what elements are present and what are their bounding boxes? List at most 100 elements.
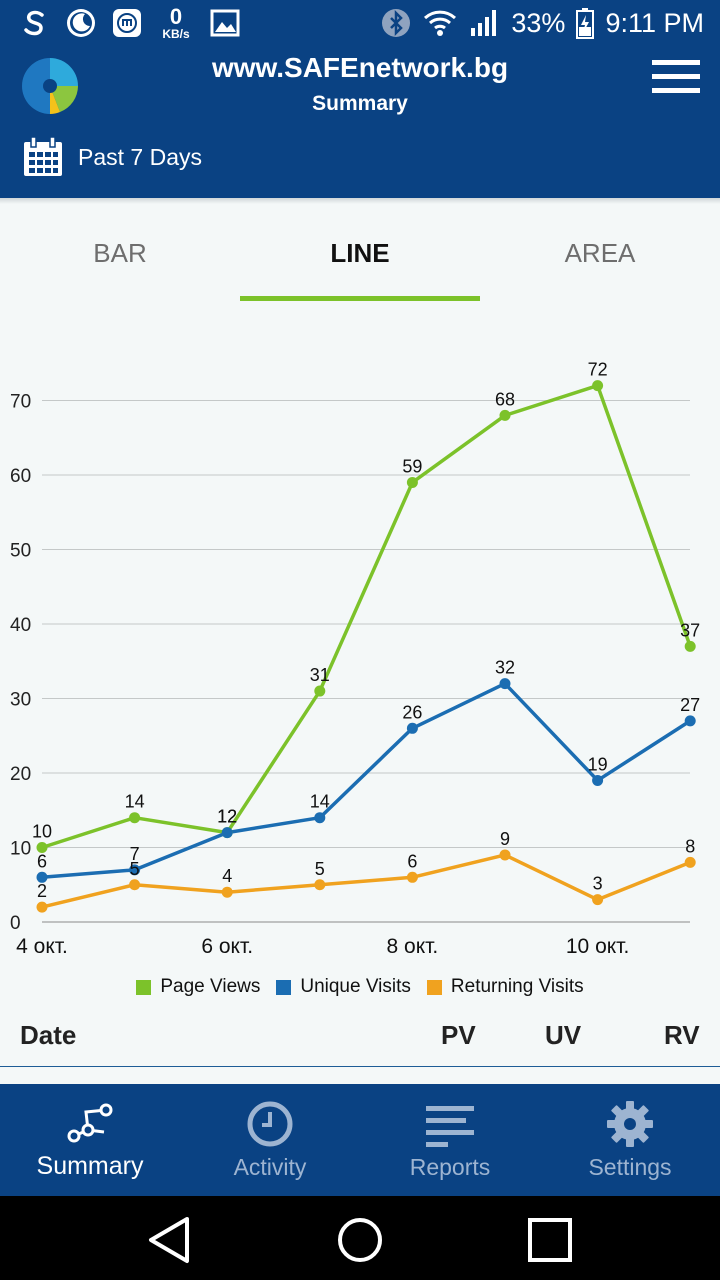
y-tick-label: 20 bbox=[10, 764, 31, 785]
data-point bbox=[221, 886, 233, 898]
data-label: 6 bbox=[407, 851, 417, 871]
site-title: www.SAFEnetwork.bg bbox=[211, 52, 509, 83]
data-point bbox=[592, 894, 604, 906]
recent-apps-icon[interactable] bbox=[520, 1210, 580, 1270]
legend-item-page-views: Page Views bbox=[136, 976, 260, 998]
y-tick-label: 70 bbox=[10, 392, 31, 413]
data-label: 26 bbox=[402, 702, 422, 722]
data-label: 8 bbox=[685, 836, 695, 856]
data-label: 68 bbox=[495, 389, 515, 409]
data-label: 19 bbox=[588, 754, 608, 774]
data-point bbox=[314, 685, 326, 697]
nav-reports[interactable]: Reports bbox=[360, 1084, 540, 1196]
nav-summary[interactable]: Summary bbox=[0, 1084, 180, 1196]
battery-percent: 33% bbox=[511, 7, 566, 38]
data-label: 32 bbox=[495, 658, 515, 678]
signal-icon bbox=[467, 6, 501, 40]
table-header: Date PV UV RV bbox=[0, 1010, 720, 1067]
legend-swatch bbox=[136, 979, 152, 995]
data-label: 59 bbox=[402, 456, 422, 476]
data-label: 4 bbox=[222, 866, 232, 886]
data-point bbox=[36, 871, 48, 883]
mi-icon bbox=[110, 6, 144, 40]
data-label: 14 bbox=[310, 792, 330, 812]
data-point bbox=[221, 827, 233, 839]
back-icon[interactable] bbox=[140, 1210, 200, 1270]
data-label: 9 bbox=[500, 829, 510, 849]
battery-icon bbox=[575, 6, 595, 40]
data-label: 3 bbox=[593, 874, 603, 894]
column-header-date[interactable]: Date bbox=[20, 1020, 77, 1050]
system-navigation-bar bbox=[0, 1196, 720, 1280]
app-logo bbox=[20, 56, 80, 116]
nav-settings[interactable]: Settings bbox=[540, 1084, 720, 1196]
data-point bbox=[314, 812, 326, 824]
data-point bbox=[129, 812, 141, 824]
data-point bbox=[406, 871, 418, 883]
data-label: 14 bbox=[125, 792, 145, 812]
active-tab-indicator bbox=[240, 296, 480, 301]
data-point bbox=[592, 774, 604, 786]
series-line bbox=[41, 383, 692, 850]
image-icon bbox=[208, 6, 242, 40]
moon-icon bbox=[64, 6, 98, 40]
data-label: 12 bbox=[217, 807, 237, 827]
x-tick-label: 6 окт. bbox=[201, 935, 253, 958]
legend-label: Unique Visits bbox=[300, 976, 411, 997]
y-tick-label: 30 bbox=[10, 690, 31, 711]
nav-label: Activity bbox=[233, 1154, 307, 1180]
x-tick-label: 8 окт. bbox=[387, 935, 439, 958]
calendar-icon bbox=[24, 136, 62, 176]
x-tick-label: 4 окт. bbox=[16, 935, 68, 958]
data-label: 6 bbox=[37, 851, 47, 871]
bottom-navigation: Summary Activity Reports Setting bbox=[0, 1084, 720, 1196]
data-point bbox=[684, 640, 696, 652]
data-point bbox=[406, 722, 418, 734]
data-label: 72 bbox=[588, 360, 608, 380]
y-tick-label: 60 bbox=[10, 466, 31, 487]
data-label: 31 bbox=[310, 665, 330, 685]
line-chart: 0 10 20 30 40 50 60 70 4 окт. 6 окт. 8 окт. 10 окт.… bbox=[10, 360, 700, 958]
gear-icon bbox=[607, 1101, 653, 1147]
y-tick-label: 10 bbox=[10, 839, 31, 860]
menu-icon[interactable] bbox=[652, 60, 700, 98]
series-line bbox=[41, 853, 691, 909]
column-header-pv[interactable]: PV bbox=[441, 1020, 476, 1050]
chart-type-tabs: BAR LINE AREA bbox=[0, 204, 720, 302]
data-label: 12 bbox=[217, 807, 237, 827]
data-point bbox=[406, 476, 418, 488]
tab-line[interactable]: LINE bbox=[330, 237, 390, 268]
series-line bbox=[41, 681, 692, 880]
y-tick-label: 50 bbox=[10, 541, 31, 562]
column-header-rv[interactable]: RV bbox=[664, 1020, 700, 1050]
tab-area[interactable]: AREA bbox=[564, 237, 636, 268]
nav-activity[interactable]: Activity bbox=[180, 1084, 360, 1196]
status-bar: 0 KB/s 33% 9:11 PM bbox=[0, 0, 720, 48]
y-tick-label: 40 bbox=[10, 615, 31, 636]
data-point bbox=[314, 879, 326, 891]
data-label: 37 bbox=[680, 620, 700, 640]
data-label: 7 bbox=[130, 844, 140, 864]
data-point bbox=[592, 380, 604, 392]
column-header-uv[interactable]: UV bbox=[545, 1020, 582, 1050]
legend-label: Page Views bbox=[160, 976, 261, 997]
data-label: 5 bbox=[130, 859, 140, 879]
tab-bar[interactable]: BAR bbox=[93, 237, 147, 268]
data-label: 27 bbox=[680, 695, 700, 715]
data-label: 10 bbox=[32, 822, 52, 842]
legend-label: Returning Visits bbox=[450, 976, 584, 997]
bluetooth-icon bbox=[379, 6, 413, 40]
chart-legend: Page Views Unique Visits Returning Visit… bbox=[0, 976, 720, 998]
data-point bbox=[684, 856, 696, 868]
date-range-selector[interactable]: Past 7 Days bbox=[22, 136, 202, 178]
s-app-icon bbox=[18, 6, 52, 40]
data-point bbox=[499, 409, 511, 421]
home-icon[interactable] bbox=[330, 1210, 390, 1270]
legend-swatch bbox=[276, 979, 292, 995]
legend-swatch bbox=[426, 979, 442, 995]
summary-network-icon bbox=[67, 1103, 113, 1143]
reports-lines-icon bbox=[426, 1106, 474, 1147]
clock-icon bbox=[247, 1101, 293, 1147]
page-subtitle: Summary bbox=[312, 92, 408, 115]
clock-time: 9:11 PM bbox=[605, 7, 704, 38]
